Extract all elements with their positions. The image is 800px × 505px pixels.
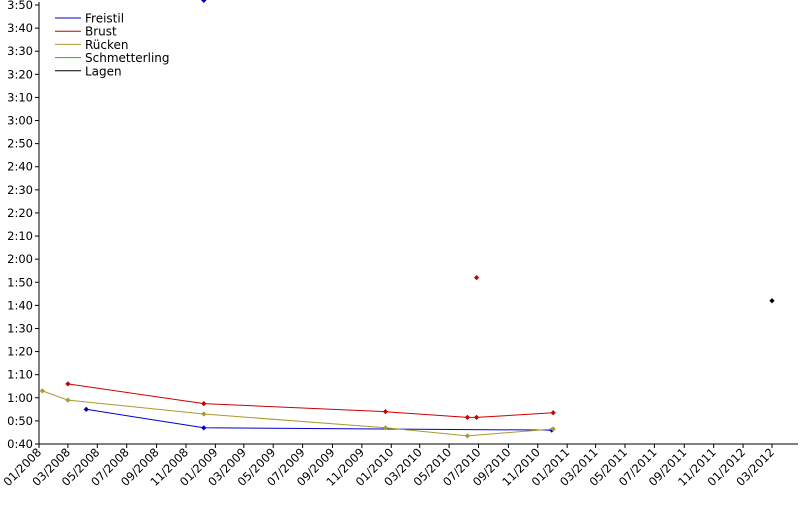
y-tick-label: 2:00 bbox=[7, 252, 33, 266]
series-layer bbox=[39, 0, 775, 439]
data-point bbox=[65, 397, 71, 403]
y-tick-label: 2:40 bbox=[7, 160, 33, 174]
y-axis-ticks: 0:40 0:50 1:00 1:10 1:20 1:30 1:40 1:50 2:00 2:10… bbox=[7, 0, 39, 451]
series-line bbox=[67, 383, 554, 418]
y-tick-label: 1:40 bbox=[7, 298, 33, 312]
data-point bbox=[473, 414, 480, 421]
legend-label: Brust bbox=[85, 25, 117, 39]
y-tick-label: 2:10 bbox=[7, 229, 33, 243]
series-line bbox=[86, 408, 552, 431]
legend-label: Schmetterling bbox=[85, 51, 170, 65]
y-tick-label: 2:20 bbox=[7, 206, 33, 220]
y-tick-label: 0:50 bbox=[7, 414, 33, 428]
data-point bbox=[769, 298, 775, 304]
data-point bbox=[464, 414, 471, 421]
data-point bbox=[382, 425, 389, 431]
legend-label: Freistil bbox=[85, 12, 124, 26]
y-tick-label: 2:50 bbox=[7, 137, 33, 151]
data-point bbox=[550, 410, 556, 416]
y-tick-label: 3:40 bbox=[7, 21, 33, 35]
data-point bbox=[65, 381, 71, 387]
y-tick-label: 1:00 bbox=[7, 391, 33, 405]
data-point bbox=[201, 425, 207, 431]
y-tick-label: 3:10 bbox=[7, 90, 33, 104]
y-tick-label: 1:50 bbox=[7, 275, 33, 289]
data-point bbox=[473, 275, 480, 281]
y-tick-label: 1:30 bbox=[7, 321, 33, 335]
y-tick-label: 1:10 bbox=[7, 368, 33, 382]
y-tick-label: 1:20 bbox=[7, 345, 33, 359]
y-tick-label: 2:30 bbox=[7, 183, 33, 197]
y-tick-label: 3:50 bbox=[7, 0, 33, 12]
x-axis-ticks: 01/200803/200805/200807/200809/200811/20… bbox=[0, 444, 777, 489]
data-point bbox=[382, 409, 389, 415]
series-line bbox=[42, 390, 554, 437]
y-tick-label: 3:00 bbox=[7, 114, 33, 128]
y-tick-label: 3:20 bbox=[7, 67, 33, 81]
data-point bbox=[550, 426, 556, 432]
data-point bbox=[201, 411, 207, 417]
y-tick-label: 0:40 bbox=[7, 437, 33, 451]
data-point bbox=[39, 388, 45, 394]
data-point bbox=[464, 433, 471, 439]
data-point bbox=[201, 0, 207, 4]
legend-label: Rücken bbox=[85, 38, 129, 52]
y-tick-label: 3:30 bbox=[7, 44, 33, 58]
data-point bbox=[83, 406, 89, 412]
legend-label: Lagen bbox=[85, 64, 122, 78]
data-point bbox=[201, 400, 207, 407]
